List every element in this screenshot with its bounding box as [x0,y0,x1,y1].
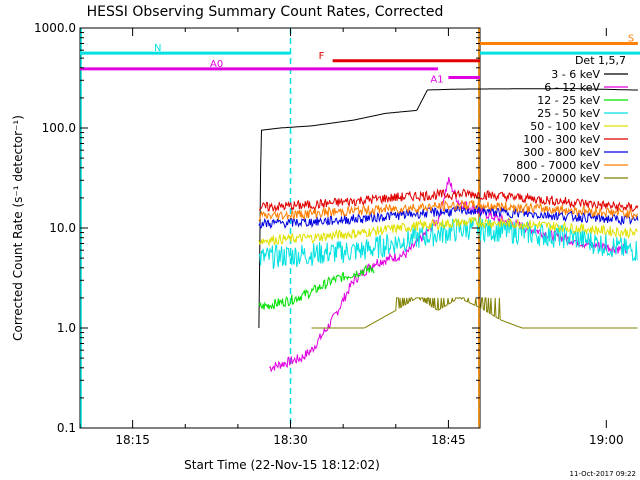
x-tick-label: 19:00 [589,433,624,447]
annotation-label: S [628,33,634,44]
annotation-label: A1 [430,74,443,85]
legend-label: 12 - 25 keV [537,94,600,107]
legend-label: 3 - 6 keV [551,68,600,81]
x-axis-label: Start Time (22-Nov-15 18:12:02) [184,458,380,472]
timestamp: 11-Oct-2017 09:22 [570,470,636,478]
legend-label: 100 - 300 keV [523,133,600,146]
legend-title: Det 1,5,7 [575,54,626,67]
legend-label: 300 - 800 keV [523,146,600,159]
annotation-label: A0 [210,59,223,70]
series-lines [258,88,639,373]
annotation-bars: N S F A0 A1 [80,33,640,85]
legend-label: 7000 - 20000 keV [502,172,600,185]
annotation-label: N [154,43,161,54]
series-line [258,264,375,310]
series-line [258,216,639,247]
chart-title: HESSI Observing Summary Count Rates, Cor… [87,4,444,20]
legend-label: 6 - 12 keV [544,81,600,94]
x-tick-label: 18:45 [431,433,466,447]
legend-label: 800 - 7000 keV [516,159,600,172]
series-line [258,88,638,329]
legend-label: 25 - 50 keV [537,107,600,120]
x-tick-label: 18:30 [273,433,308,447]
annotation-label: F [319,51,325,62]
y-axis-label: Corrected Count Rate (s⁻¹ detector⁻¹) [11,115,25,341]
series-line [258,188,639,213]
series-line [311,297,638,329]
y-tick-label: 0.1 [57,421,76,435]
y-tick-label: 10.0 [49,221,76,235]
x-tick-label: 18:15 [115,433,150,447]
y-tick-label: 1000.0 [34,21,76,35]
y-tick-label: 1.0 [57,321,76,335]
y-axis: 0.1 1.0 10.0 100.0 1000.0 [34,21,480,435]
series-line [258,200,638,222]
series-line [258,205,639,230]
legend-label: 50 - 100 keV [530,120,600,133]
y-tick-label: 100.0 [42,121,76,135]
series-line [258,217,639,270]
